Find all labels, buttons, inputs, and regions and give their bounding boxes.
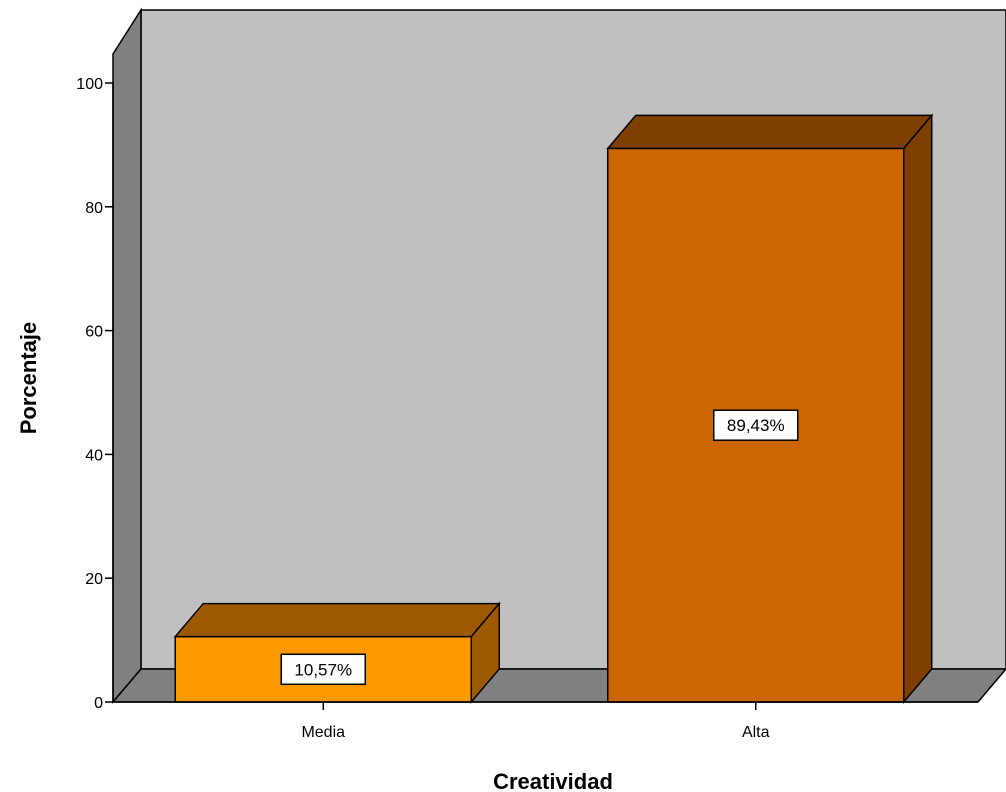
bars: 10,57% 89,43% [173, 113, 934, 705]
y-tick-label: 0 [94, 695, 103, 712]
y-tick-label: 100 [76, 76, 103, 93]
y-axis-title: Porcentaje [16, 322, 41, 435]
bar-media: 10,57% [173, 601, 501, 705]
x-axis-title: Creatividad [493, 769, 613, 792]
x-tick-label: Alta [742, 724, 770, 741]
y-tick-label: 20 [85, 571, 103, 588]
data-label: 89,43% [727, 416, 785, 435]
side-wall [112, 7, 142, 705]
bar-top [606, 114, 934, 150]
x-axis: Media Alta [113, 701, 978, 741]
y-tick-label: 80 [85, 200, 103, 217]
data-label-box [713, 409, 799, 441]
y-tick-label: 40 [85, 447, 103, 464]
y-axis: 0 20 40 60 80 100 [76, 76, 114, 712]
bar-side [470, 601, 500, 705]
bar-top [173, 602, 501, 638]
data-label-box [280, 653, 366, 686]
bar-side [903, 113, 933, 705]
x-tick-label: Media [301, 724, 345, 741]
y-tick-label: 60 [85, 324, 103, 341]
bar-alta: 89,43% [606, 113, 934, 705]
data-label: 10,57% [294, 660, 352, 679]
